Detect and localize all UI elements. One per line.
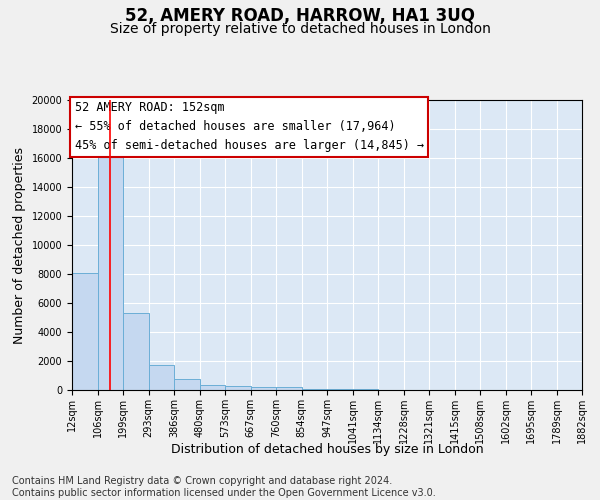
Bar [225, 386, 251, 390]
Text: 52, AMERY ROAD, HARROW, HA1 3UQ: 52, AMERY ROAD, HARROW, HA1 3UQ [125, 8, 475, 26]
Text: Distribution of detached houses by size in London: Distribution of detached houses by size … [170, 442, 484, 456]
Text: Contains HM Land Registry data © Crown copyright and database right 2024.
Contai: Contains HM Land Registry data © Crown c… [12, 476, 436, 498]
Bar [327, 389, 353, 390]
Bar [251, 387, 276, 390]
Bar [123, 313, 149, 390]
Bar [200, 385, 225, 390]
Text: Size of property relative to detached houses in London: Size of property relative to detached ho… [110, 22, 490, 36]
Bar [98, 151, 123, 390]
Bar [276, 387, 302, 390]
Bar [302, 388, 327, 390]
Y-axis label: Number of detached properties: Number of detached properties [13, 146, 26, 344]
Text: 52 AMERY ROAD: 152sqm
← 55% of detached houses are smaller (17,964)
45% of semi-: 52 AMERY ROAD: 152sqm ← 55% of detached … [74, 102, 424, 152]
Bar [174, 379, 200, 390]
Bar [72, 272, 98, 390]
Bar [149, 364, 174, 390]
